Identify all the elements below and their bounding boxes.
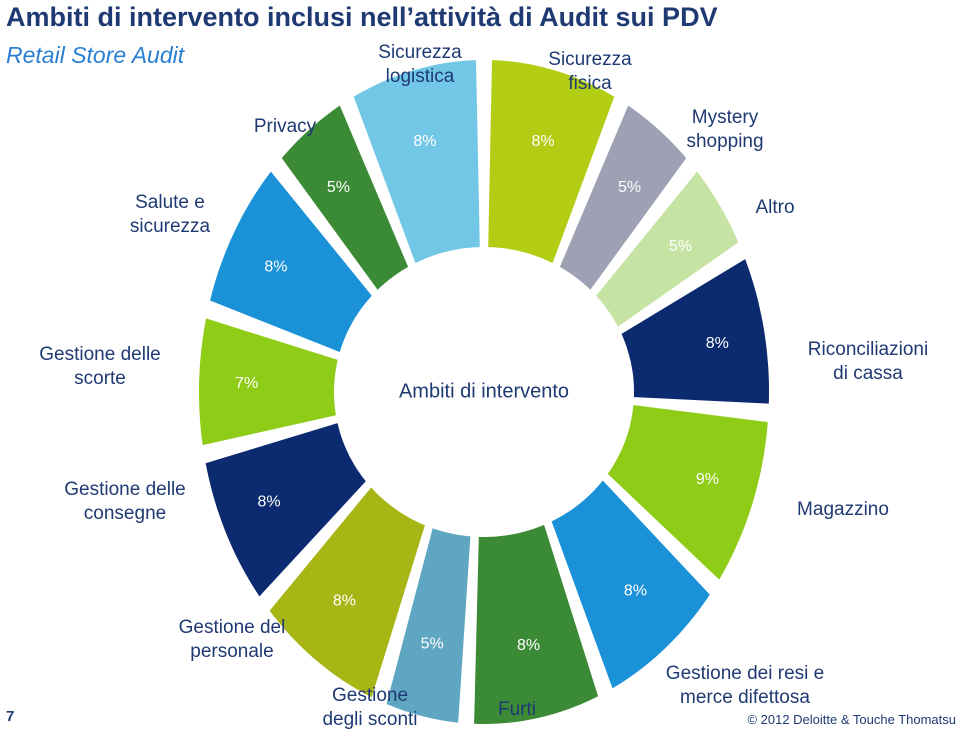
segment xyxy=(559,105,687,290)
category-label: Riconciliazioni di cassa xyxy=(807,339,929,384)
segment xyxy=(621,259,769,404)
segment xyxy=(199,318,338,446)
title: Ambiti di intervento inclusi nell’attivi… xyxy=(6,2,718,32)
footer: © 2012 Deloitte & Touche Thomatsu xyxy=(747,712,956,727)
segment xyxy=(551,480,710,689)
value-label: 8% xyxy=(624,582,647,599)
subtitle: Retail Store Audit xyxy=(6,42,185,68)
category-label: Gestione dei resi e merce difettosa xyxy=(665,663,825,708)
page-number: 7 xyxy=(6,708,15,725)
value-label: 8% xyxy=(413,133,436,150)
segment xyxy=(281,105,409,290)
segment xyxy=(386,528,471,723)
value-label: 8% xyxy=(532,133,555,150)
segment xyxy=(205,423,366,597)
segment xyxy=(474,524,599,724)
value-label: 5% xyxy=(327,179,350,196)
category-label: Gestione del personale xyxy=(178,617,286,662)
segment xyxy=(607,405,768,580)
category-label: Altro xyxy=(755,197,795,218)
category-label: Salute e sicurezza xyxy=(129,192,211,237)
value-label: 7% xyxy=(235,375,258,392)
center-label: Ambiti di intervento xyxy=(398,380,570,403)
segment xyxy=(210,171,372,352)
category-label: Privacy xyxy=(253,116,317,137)
value-label: 9% xyxy=(696,471,719,488)
category-label: Gestione delle scorte xyxy=(39,344,161,389)
category-label: Sicurezza fisica xyxy=(548,49,632,94)
value-label: 5% xyxy=(618,179,641,196)
value-label: 8% xyxy=(517,637,540,654)
value-label: 8% xyxy=(706,335,729,352)
category-label: Mystery shopping xyxy=(686,107,764,152)
category-label: Furti xyxy=(498,699,536,720)
segment xyxy=(488,60,615,263)
value-label: 8% xyxy=(264,259,287,276)
segment xyxy=(596,171,739,327)
value-label: 5% xyxy=(421,635,444,652)
category-label: Sicurezza logistica xyxy=(378,42,462,87)
value-label: 5% xyxy=(669,238,692,255)
value-label: 8% xyxy=(258,493,281,510)
category-label: Gestione delle consegne xyxy=(64,479,186,524)
category-label: Magazzino xyxy=(797,499,889,520)
category-label: Gestione degli sconti xyxy=(322,685,418,730)
segment xyxy=(353,60,480,263)
segment xyxy=(269,487,425,698)
value-label: 8% xyxy=(333,592,356,609)
